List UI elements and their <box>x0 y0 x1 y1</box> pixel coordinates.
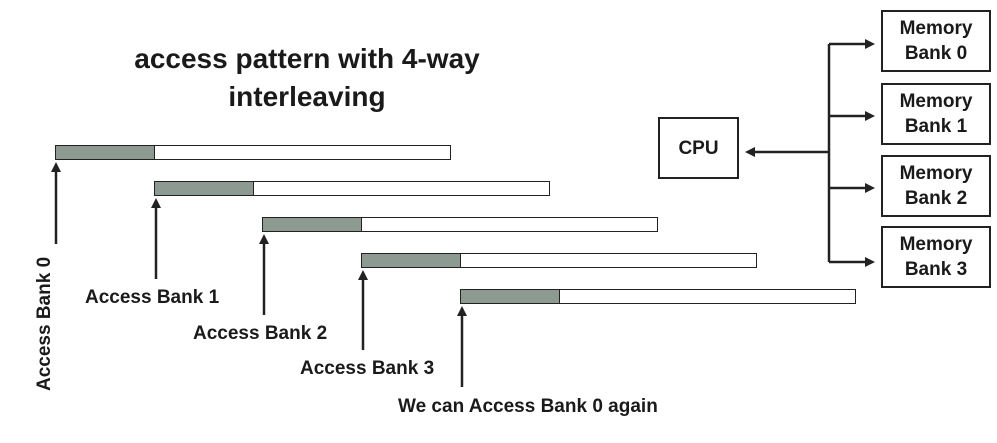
timeline-bar-2 <box>262 217 658 232</box>
access-label-3: Access Bank 3 <box>300 358 435 379</box>
bank-label-line1: Memory <box>899 163 973 184</box>
access-segment-1 <box>155 182 254 195</box>
bank-label-line2: Bank 2 <box>904 188 968 209</box>
bank-label-line2: Bank 0 <box>904 43 968 64</box>
cpu-box: CPU <box>658 117 739 179</box>
bank-label-line1: Memory <box>899 91 973 112</box>
timeline-bar-3 <box>361 253 757 268</box>
access-label-2: Access Bank 2 <box>193 323 328 344</box>
memory-bank-1: Memory Bank 1 <box>881 83 991 145</box>
bank-label-line2: Bank 1 <box>904 116 968 137</box>
bank-label-line1: Memory <box>899 234 973 255</box>
access-segment-3 <box>362 254 461 267</box>
cpu-label: CPU <box>678 137 719 159</box>
access-label-0: Access Bank 0 <box>34 256 55 391</box>
timeline-bar-4 <box>460 289 856 304</box>
timeline-bar-1 <box>154 181 550 196</box>
bank-label-line1: Memory <box>899 18 973 39</box>
access-label-1: Access Bank 1 <box>85 287 220 308</box>
bank-label-line2: Bank 3 <box>904 259 968 280</box>
timeline-bar-0 <box>55 145 451 160</box>
diagram-title: access pattern with 4-way interleaving <box>134 43 480 112</box>
memory-bank-3: Memory Bank 3 <box>881 226 991 288</box>
access-segment-2 <box>263 218 362 231</box>
access-label-4: We can Access Bank 0 again <box>398 396 658 417</box>
access-segment-4 <box>461 290 560 303</box>
access-segment-0 <box>56 146 155 159</box>
memory-bank-2: Memory Bank 2 <box>881 155 991 217</box>
memory-bank-0: Memory Bank 0 <box>881 10 991 72</box>
